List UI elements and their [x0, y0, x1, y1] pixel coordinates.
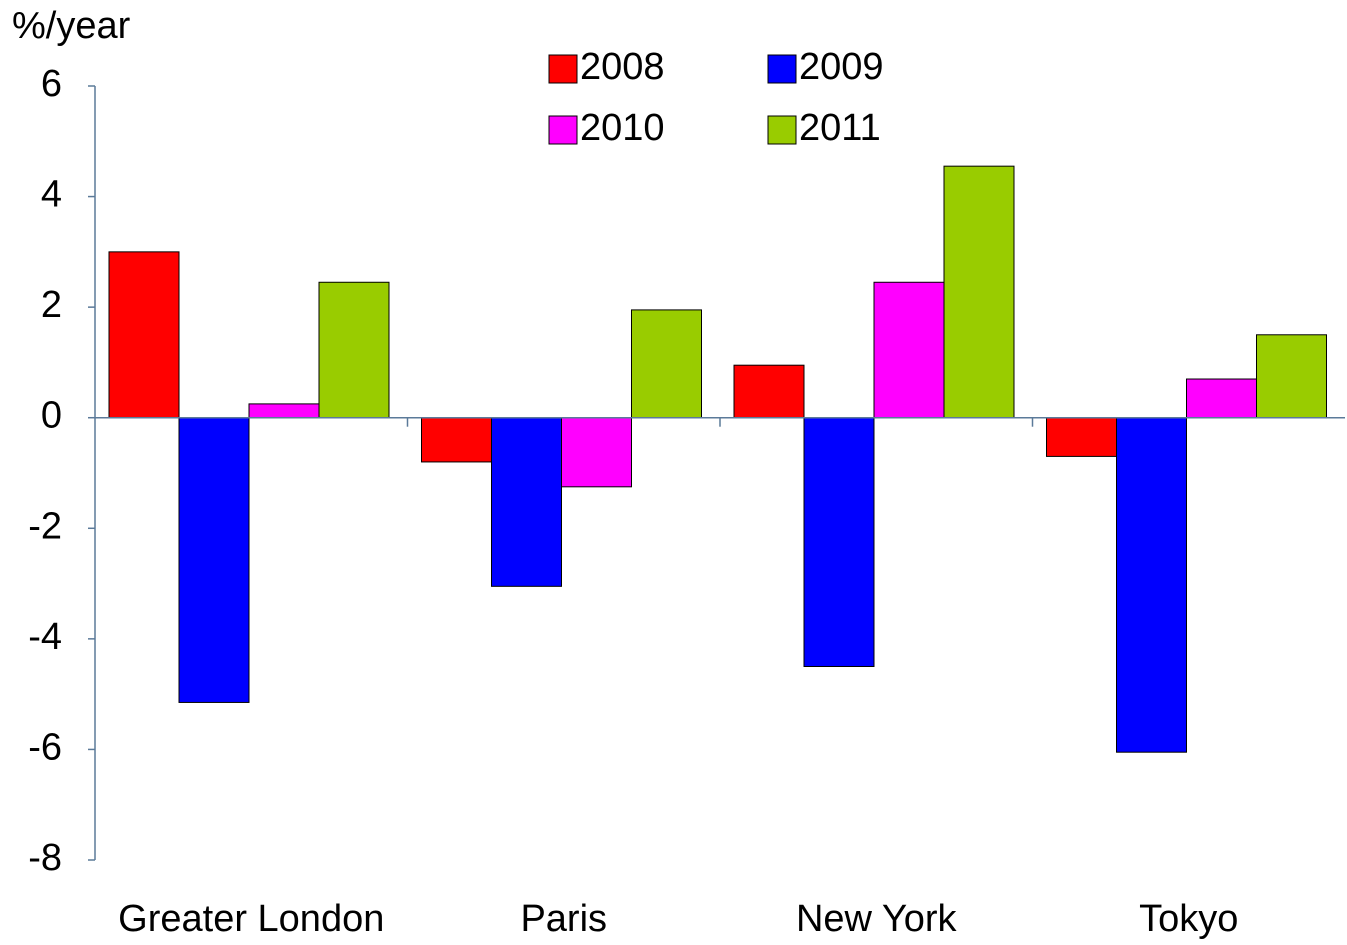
bar	[561, 417, 632, 488]
y-tick-label: 6	[41, 63, 62, 105]
bar	[631, 309, 702, 419]
legend-swatch	[548, 115, 578, 145]
bar	[733, 364, 805, 419]
bar	[248, 403, 320, 419]
legend-swatch	[767, 115, 797, 145]
legend-label: 2010	[580, 107, 665, 149]
bar	[1116, 417, 1187, 753]
bar	[1256, 334, 1327, 419]
legend-label: 2011	[799, 107, 881, 149]
y-tick-label: -4	[28, 616, 62, 658]
bar	[178, 417, 250, 703]
y-tick-label: -6	[28, 726, 62, 768]
bar	[1046, 417, 1117, 457]
bar	[1186, 378, 1257, 419]
y-tick-label: -2	[28, 505, 62, 547]
y-tick-label: -8	[28, 837, 62, 879]
x-tick-label: Tokyo	[1139, 898, 1238, 940]
bar	[803, 417, 875, 668]
legend-label: 2009	[799, 46, 884, 88]
bar	[318, 281, 390, 419]
legend-label: 2008	[580, 46, 665, 88]
x-tick-label: Paris	[520, 898, 607, 940]
x-tick-label: Greater London	[118, 898, 384, 940]
y-tick-label: 4	[41, 174, 62, 216]
bar	[491, 417, 562, 587]
x-tick-label: New York	[796, 898, 958, 940]
bar	[873, 281, 945, 419]
legend-swatch	[767, 54, 797, 84]
bar	[421, 417, 492, 463]
y-tick-label: 2	[41, 284, 62, 326]
legend-swatch	[548, 54, 578, 84]
y-tick-label: 0	[41, 395, 62, 437]
bar	[108, 251, 180, 419]
bar	[943, 165, 1015, 419]
y-axis-label: %/year	[12, 5, 131, 47]
